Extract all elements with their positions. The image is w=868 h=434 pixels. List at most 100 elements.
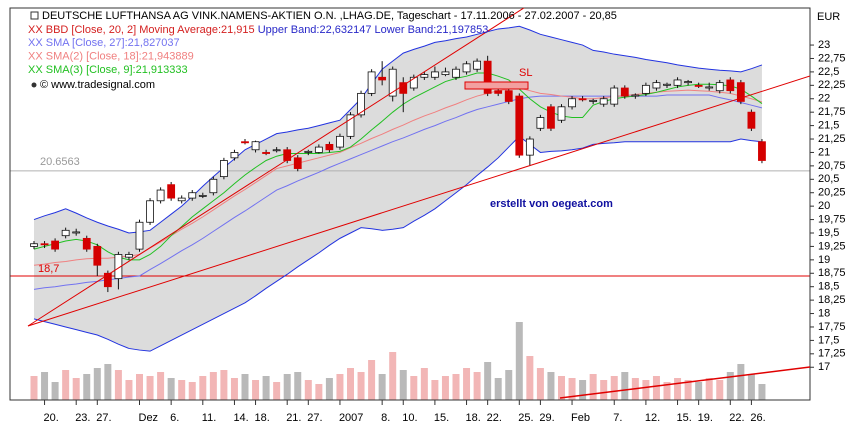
candle-body xyxy=(30,243,38,247)
volume-bar xyxy=(336,374,344,400)
volume-bar xyxy=(399,370,407,400)
candle-body xyxy=(420,74,429,78)
candle-body xyxy=(673,79,682,86)
y-tick-label: 20,25 xyxy=(818,187,846,199)
legend-entry: XX SMA(3) [Close, 9]:21,913333 xyxy=(28,64,188,76)
sma-line xyxy=(33,87,763,266)
candle-body xyxy=(219,160,228,178)
x-tick-label: 19. xyxy=(698,412,713,424)
candle-body xyxy=(589,99,598,102)
volume-bar xyxy=(188,382,196,400)
x-tick-label: 21. xyxy=(286,412,301,424)
volume-bar xyxy=(589,374,597,400)
volume-bar xyxy=(505,370,513,400)
legend-label: XX BBD [Close, 20, 2] Moving Average:21,… xyxy=(28,24,255,36)
candle-body xyxy=(283,149,292,161)
volume-bar xyxy=(536,368,544,400)
candle-body xyxy=(473,60,482,70)
volume-bar xyxy=(357,372,365,400)
candle-body xyxy=(758,141,766,161)
y-tick-label: 22 xyxy=(818,93,830,105)
candle-body xyxy=(441,71,450,75)
candle-body xyxy=(209,178,218,194)
candle-body xyxy=(557,106,566,121)
volume-bar xyxy=(441,376,449,400)
candle-body xyxy=(325,143,334,151)
volume-bar xyxy=(178,380,186,400)
volume-bar xyxy=(273,382,281,400)
y-tick-label: 18,5 xyxy=(818,281,839,293)
x-tick-label: Feb xyxy=(571,412,590,424)
volume-bar xyxy=(347,368,354,400)
x-tick-label: 11. xyxy=(202,412,216,424)
candle-body xyxy=(262,152,271,154)
y-tick-label: 22,5 xyxy=(818,66,839,78)
candle-body xyxy=(198,195,207,197)
volume-bar xyxy=(30,376,38,400)
y-tick-label: 17,25 xyxy=(818,348,846,360)
volume-bar xyxy=(758,384,766,400)
sma-line xyxy=(33,94,763,290)
volume-bar xyxy=(167,378,175,400)
y-tick-label: 20 xyxy=(818,200,830,212)
candle-body xyxy=(663,83,671,86)
candle-body xyxy=(599,98,608,105)
trend-lines xyxy=(27,8,810,399)
sma-line xyxy=(33,72,763,261)
volume-bar xyxy=(136,374,143,400)
volume-bar xyxy=(726,372,734,400)
plot-layer xyxy=(10,25,810,400)
candle-body xyxy=(314,146,323,153)
x-tick-label: 27. xyxy=(96,412,111,424)
y-tick-label: 19,25 xyxy=(818,240,846,252)
candle-body xyxy=(241,141,249,144)
x-tick-label: 14. xyxy=(233,412,248,424)
candle-body xyxy=(336,135,344,148)
candle-body xyxy=(715,82,724,92)
candle-body xyxy=(409,76,418,89)
volume-bar xyxy=(368,360,376,400)
candle-body xyxy=(568,98,576,108)
x-tick-label: 18. xyxy=(466,412,481,424)
candle-body xyxy=(747,111,756,129)
volume-bar xyxy=(157,372,165,400)
x-tick-label: 7. xyxy=(613,412,622,424)
y-tick-label: 21,25 xyxy=(818,133,846,145)
candle-body xyxy=(135,221,144,250)
x-tick-label: 8. xyxy=(381,412,390,424)
x-tick-label: 6. xyxy=(170,412,179,424)
legend-entry: XX BBD [Close, 20, 2] Moving Average:21,… xyxy=(28,24,488,36)
volume-bar xyxy=(41,372,49,400)
reference-label: 20.6563 xyxy=(40,156,80,168)
y-tick-label: 17,75 xyxy=(818,321,846,333)
candle-body xyxy=(346,114,355,137)
candle-body xyxy=(483,60,492,94)
candle-body xyxy=(388,68,397,97)
candle-body xyxy=(72,231,81,234)
y-tick-label: 18 xyxy=(818,307,830,319)
candle-body xyxy=(40,243,49,246)
volume-bar xyxy=(241,374,249,400)
volume-bar xyxy=(579,380,587,400)
y-tick-label: 21 xyxy=(818,146,830,158)
candle-body xyxy=(452,68,460,78)
volume-bar xyxy=(684,380,692,400)
volume-bar xyxy=(674,378,682,400)
candle-body xyxy=(103,272,112,288)
candle-body xyxy=(93,246,102,266)
candle-body xyxy=(357,92,365,116)
y-tick-label: 18,25 xyxy=(818,294,846,306)
x-tick-label: 25. xyxy=(518,412,533,424)
volume-bar xyxy=(104,364,112,400)
x-tick-label: 2007 xyxy=(339,412,363,424)
x-tick-label: Dez xyxy=(139,412,159,424)
candle-body xyxy=(536,117,545,129)
x-tick-label: 18. xyxy=(255,412,270,424)
x-tick-label: 12. xyxy=(645,412,660,424)
volume-bar xyxy=(484,362,492,400)
band-fill xyxy=(34,26,762,352)
candle-body xyxy=(694,84,703,87)
candle-body xyxy=(684,81,692,84)
volume-bar xyxy=(410,376,418,400)
y-tick-label: 17,5 xyxy=(818,334,839,346)
